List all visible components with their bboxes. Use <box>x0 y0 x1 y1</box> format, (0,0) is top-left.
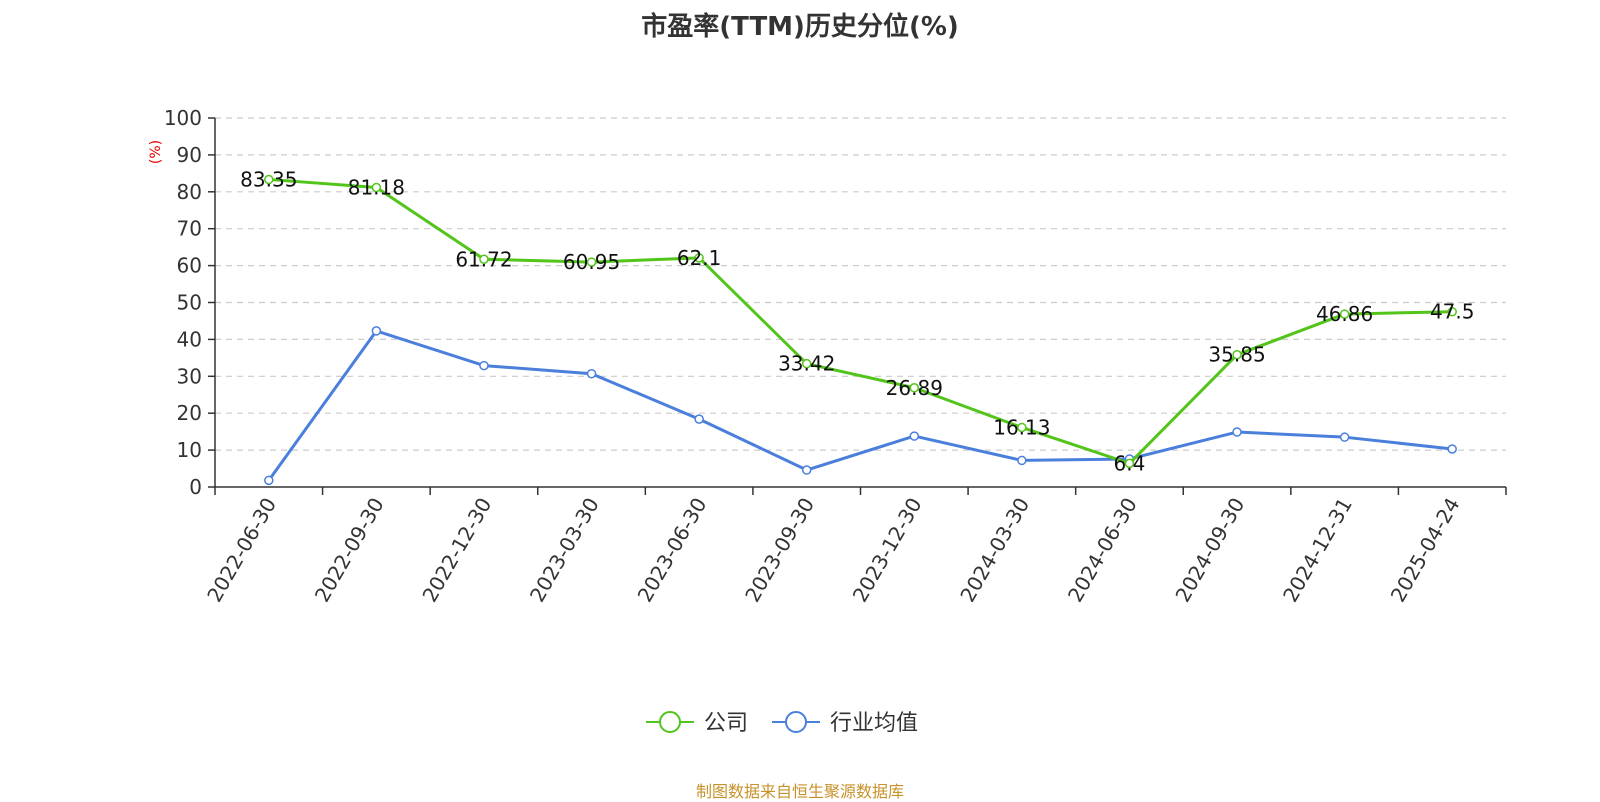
data-labels: 83.35 81.18 61.72 60.95 62.1 33.42 26.89 16.13 6… <box>240 167 1474 475</box>
grid-lines <box>215 117 1506 451</box>
y-axis-unit-label: (%) <box>148 140 164 164</box>
y-tick-label: 30 <box>177 364 202 388</box>
data-point <box>479 254 489 265</box>
data-label: 60.95 <box>563 250 620 274</box>
data-point <box>479 360 489 371</box>
data-point <box>909 431 920 441</box>
data-label: 81.18 <box>348 175 405 199</box>
data-label: 46.86 <box>1316 302 1373 326</box>
x-tick-label: 2023-09-30 <box>740 494 819 607</box>
x-tick-label: 2024-06-30 <box>1063 494 1142 607</box>
data-point <box>1339 432 1350 442</box>
data-point <box>1339 309 1350 319</box>
x-tick-label: 2024-09-30 <box>1170 494 1249 607</box>
x-tick-label: 2025-04-24 <box>1386 494 1465 607</box>
data-label: 61.72 <box>455 247 512 271</box>
y-tick-label: 10 <box>177 438 202 462</box>
legend-label: 行业均值 <box>830 711 918 736</box>
x-tick-label: 2022-12-30 <box>417 494 496 607</box>
data-point <box>371 326 382 336</box>
data-point <box>264 174 274 185</box>
data-point <box>371 182 382 193</box>
y-tick-label: 20 <box>177 401 202 425</box>
x-tick-label: 2022-06-30 <box>202 494 281 607</box>
y-tick-label: 100 <box>164 106 202 130</box>
data-label: 62.1 <box>677 246 722 270</box>
data-label: 33.42 <box>778 352 835 376</box>
data-point <box>1017 455 1027 466</box>
data-point <box>909 383 920 393</box>
y-tick-label: 0 <box>189 475 202 499</box>
y-tick-label: 70 <box>177 217 202 241</box>
data-point <box>586 368 597 379</box>
x-tick-label: 2024-03-30 <box>955 494 1034 607</box>
data-label: 47.5 <box>1430 300 1475 324</box>
data-point <box>1447 444 1457 454</box>
data-point <box>264 475 274 486</box>
legend-item-0[interactable]: 公司 <box>646 711 748 736</box>
source-note: 制图数据来自恒生聚源数据库 <box>695 782 904 801</box>
legend-label: 公司 <box>704 711 748 736</box>
y-tick-label: 90 <box>177 143 202 167</box>
data-point <box>801 465 812 475</box>
x-tick-label: 2023-03-30 <box>525 494 604 607</box>
data-point <box>1232 349 1242 360</box>
legend[interactable]: 公司 行业均值 <box>646 711 918 736</box>
data-point <box>801 358 812 369</box>
x-tick-label: 2022-09-30 <box>310 494 389 607</box>
x-tick-label: 2024-12-31 <box>1278 494 1357 607</box>
data-point <box>586 257 597 267</box>
y-tick-label: 80 <box>177 180 202 204</box>
series-line-1 <box>267 329 1453 482</box>
y-tick-label: 50 <box>177 291 202 315</box>
legend-marker <box>785 711 807 733</box>
x-tick-label: 2023-06-30 <box>633 494 712 607</box>
data-label: 83.35 <box>240 167 297 191</box>
series-line-0 <box>268 177 1453 465</box>
data-label: 6.4 <box>1114 451 1146 475</box>
data-label: 26.89 <box>886 376 943 400</box>
data-point <box>1447 306 1457 317</box>
data-point <box>1232 427 1242 437</box>
y-tick-label: 40 <box>177 327 202 351</box>
data-point <box>694 253 704 263</box>
data-label: 35.85 <box>1208 343 1265 367</box>
chart-title: 市盈率(TTM)历史分位(%) <box>641 12 959 42</box>
x-tick-label: 2023-12-30 <box>848 494 927 607</box>
data-label: 16.13 <box>993 415 1050 439</box>
data-point <box>1017 422 1027 433</box>
legend-item-1[interactable]: 行业均值 <box>772 711 918 736</box>
y-tick-label: 60 <box>177 254 202 278</box>
data-point <box>1124 458 1135 469</box>
legend-marker <box>659 711 681 733</box>
data-point <box>694 414 704 424</box>
series-lines <box>264 174 1457 486</box>
